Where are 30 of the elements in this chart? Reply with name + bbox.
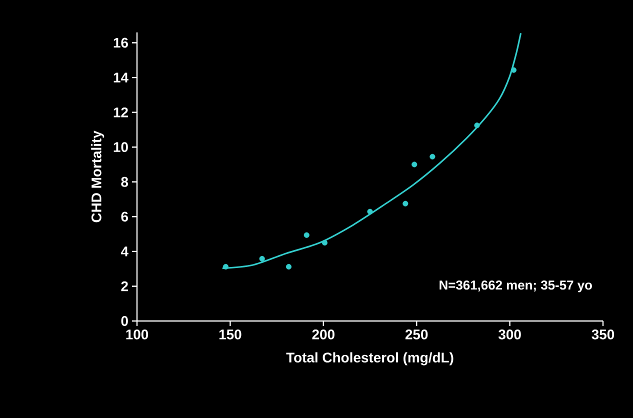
x-tick-label: 350	[592, 330, 614, 340]
annotation: N=361,662 men; 35-57 yo	[440, 280, 592, 292]
x-tick-label: 250	[405, 330, 428, 340]
point	[259, 256, 265, 262]
point	[367, 208, 373, 214]
y-tick-label: 16	[114, 38, 128, 48]
x-tick-label: 100	[126, 330, 148, 340]
y-tick-label: 12	[114, 107, 128, 118]
point	[510, 67, 517, 73]
y-tick-label: 8	[121, 176, 128, 187]
line-series	[222, 32, 522, 270]
point	[286, 264, 292, 270]
x-tick-label: 300	[498, 330, 521, 340]
y-tick-label: 0	[121, 316, 128, 326]
y-tick-label: 2	[121, 281, 128, 292]
point	[412, 162, 418, 168]
y-tick-label: 4	[120, 246, 128, 256]
y-tick-label: 10	[114, 142, 128, 152]
point	[430, 154, 436, 160]
y-tick-label: 14	[114, 72, 128, 82]
x-tick-label: 150	[219, 330, 242, 340]
point	[402, 200, 408, 206]
x-tick-label: 200	[312, 330, 334, 340]
y-tick-label: 6	[121, 212, 128, 222]
point	[474, 122, 480, 128]
point	[322, 240, 328, 246]
point	[304, 232, 310, 238]
x-axis-title: Total Cholesterol (mg/dL)	[286, 352, 454, 366]
point	[222, 264, 229, 270]
y-axis-title: CHD Mortality	[91, 130, 104, 222]
